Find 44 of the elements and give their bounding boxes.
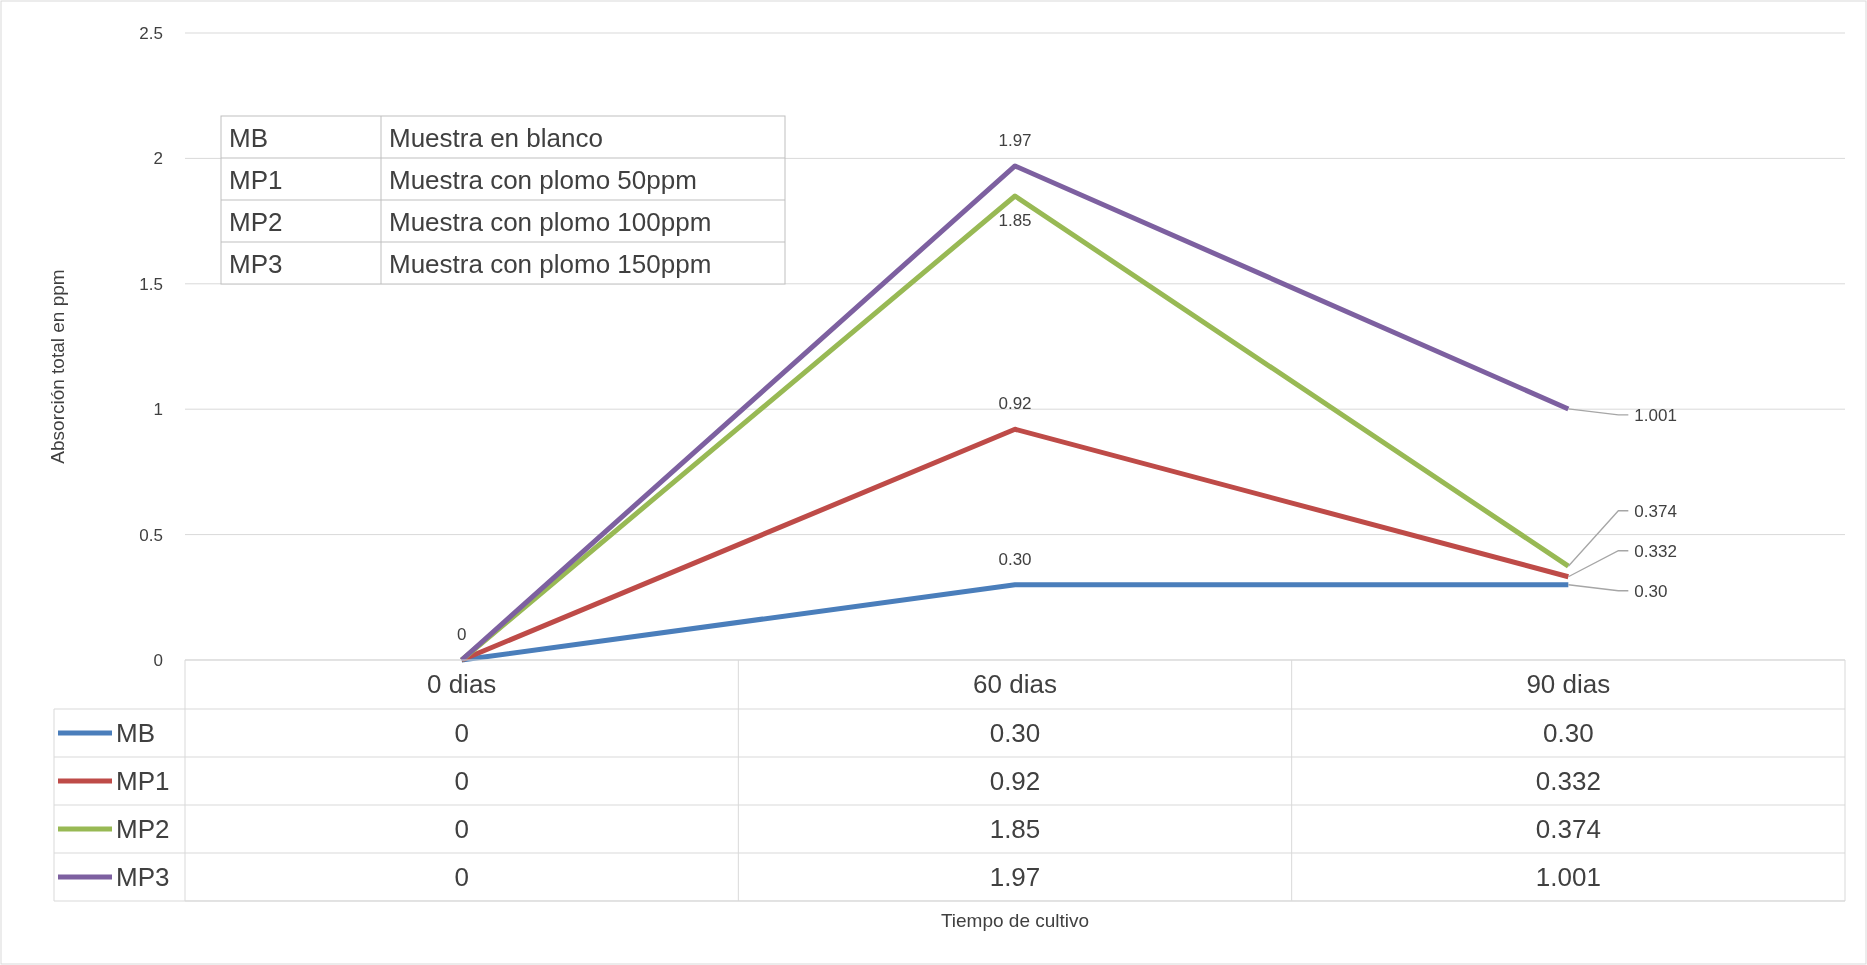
legend-label: MP1 bbox=[116, 766, 170, 796]
text: 0.332 bbox=[1634, 541, 1677, 561]
text: 0 bbox=[456, 625, 467, 644]
data-label: 0.30 bbox=[1543, 718, 1594, 748]
y-tick-label: 0 bbox=[153, 650, 163, 670]
y-tick-label: 2.5 bbox=[139, 23, 163, 43]
data-label: 0.332 bbox=[1535, 766, 1601, 796]
text: 0.92 bbox=[998, 394, 1032, 414]
annotation: Muestra con plomo 150ppm bbox=[389, 249, 712, 279]
data-label: 1.85 bbox=[989, 814, 1041, 844]
y-tick-label: 1 bbox=[153, 400, 163, 420]
data-label: 0.30 bbox=[989, 718, 1041, 748]
data-label: 0.374 bbox=[1535, 814, 1601, 844]
legend-label: MP2 bbox=[116, 814, 170, 844]
y-tick-label: 1.5 bbox=[139, 274, 163, 294]
annotation: Muestra en blanco bbox=[389, 123, 603, 153]
y-tick-label: 2 bbox=[153, 149, 163, 169]
annotation: MP2 bbox=[229, 207, 283, 237]
x-tick-label: 0 dias bbox=[426, 669, 497, 699]
annotation: MP1 bbox=[229, 165, 283, 195]
text: 1.85 bbox=[998, 211, 1032, 231]
data-label: 0 bbox=[454, 766, 469, 796]
annotation: Muestra con plomo 50ppm bbox=[389, 165, 697, 195]
data-label: 0 bbox=[454, 718, 469, 748]
data-label: 0 bbox=[454, 862, 469, 892]
text: 1.97 bbox=[998, 130, 1032, 150]
data-label: 0.92 bbox=[989, 766, 1041, 796]
y-axis-title: Absorción total en ppm bbox=[47, 269, 68, 464]
text: 0.30 bbox=[1634, 581, 1668, 601]
data-label: 1.97 bbox=[989, 862, 1041, 892]
legend-label: MP3 bbox=[116, 862, 170, 892]
text: 0.30 bbox=[998, 549, 1032, 569]
legend-label: MB bbox=[116, 718, 155, 748]
text: 0.374 bbox=[1634, 501, 1677, 521]
annotation: Muestra con plomo 100ppm bbox=[389, 207, 712, 237]
data-label: 1.001 bbox=[1535, 862, 1601, 892]
x-tick-label: 90 dias bbox=[1526, 669, 1611, 699]
text: 1.001 bbox=[1634, 405, 1677, 425]
data-label: 0 bbox=[454, 814, 469, 844]
x-tick-label: 60 dias bbox=[973, 669, 1057, 699]
annotation: MB bbox=[229, 123, 268, 153]
y-tick-label: 0.5 bbox=[139, 525, 163, 545]
annotation: MP3 bbox=[229, 249, 283, 279]
text: Tiempo de cultivo bbox=[940, 910, 1090, 931]
